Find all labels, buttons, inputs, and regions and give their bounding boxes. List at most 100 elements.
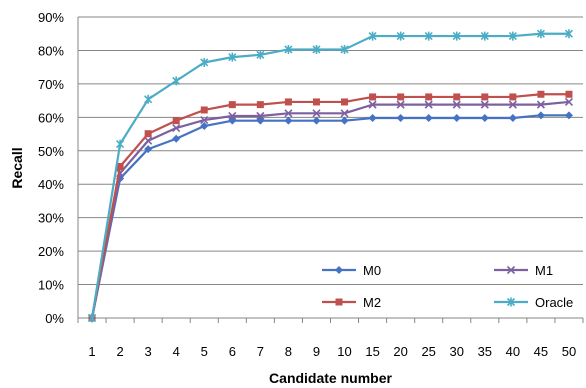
- legend-item-m1: M1: [494, 263, 553, 278]
- data-point: [424, 31, 433, 41]
- data-point: [312, 44, 321, 54]
- x-tick-label: 6: [229, 344, 236, 359]
- data-point: [228, 111, 237, 121]
- x-tick-label: 30: [450, 344, 464, 359]
- data-point: [172, 123, 181, 133]
- y-tick-label: 50%: [38, 144, 64, 159]
- data-point: [200, 57, 209, 67]
- data-point: [228, 52, 237, 62]
- data-point: [284, 44, 293, 54]
- data-point: [368, 100, 377, 109]
- series-m1: [87, 97, 574, 323]
- data-point: [424, 114, 433, 123]
- y-tick-label: 80%: [38, 43, 64, 58]
- grid-lines: [78, 16, 583, 286]
- data-point: [144, 94, 153, 104]
- data-point: [396, 100, 405, 109]
- x-tick-label: 40: [506, 344, 520, 359]
- data-point: [537, 90, 545, 98]
- data-point: [341, 98, 349, 106]
- legend-item-m2: M2: [322, 295, 381, 310]
- x-tick-label: 10: [337, 344, 351, 359]
- data-point: [396, 114, 405, 123]
- legend-label: M2: [363, 295, 381, 310]
- x-tick-label: 15: [365, 344, 379, 359]
- legend-label: M1: [535, 263, 553, 278]
- data-point: [564, 97, 574, 107]
- y-tick-label: 20%: [38, 244, 64, 259]
- x-tick-label: 5: [201, 344, 208, 359]
- data-point: [508, 114, 517, 123]
- data-point: [564, 111, 573, 120]
- x-tick-label: 9: [313, 344, 320, 359]
- y-tick-label: 60%: [38, 110, 64, 125]
- legend-item-m0: M0: [322, 263, 381, 278]
- series-m2: [88, 90, 573, 322]
- y-tick-label: 0%: [45, 311, 64, 326]
- data-point: [284, 98, 292, 106]
- data-point: [508, 31, 517, 41]
- data-point: [506, 265, 516, 275]
- data-point: [256, 50, 265, 60]
- x-tick-label: 50: [562, 344, 576, 359]
- data-point: [256, 111, 265, 121]
- data-point: [396, 31, 405, 41]
- legend-label: M0: [363, 263, 381, 278]
- x-tick-label: 45: [534, 344, 548, 359]
- data-point: [565, 90, 573, 98]
- data-point: [452, 100, 461, 109]
- x-tick-label: 7: [257, 344, 264, 359]
- y-tick-label: 40%: [38, 177, 64, 192]
- data-point: [509, 93, 517, 101]
- data-point: [312, 116, 321, 125]
- x-tick-label: 2: [116, 344, 123, 359]
- x-axis-title: Candidate number: [269, 370, 392, 386]
- x-tick-label: 4: [173, 344, 180, 359]
- y-tick-label: 30%: [38, 211, 64, 226]
- y-axis-tick-labels: 0% 10% 20% 30% 40% 50% 60% 70% 80% 90%: [38, 10, 64, 326]
- data-point: [116, 139, 125, 149]
- x-tick-label: 3: [145, 344, 152, 359]
- series-line: [90, 100, 570, 319]
- data-point: [452, 114, 461, 123]
- series-line: [90, 93, 569, 319]
- data-point: [116, 162, 124, 170]
- data-point: [480, 100, 489, 109]
- y-axis-title: Recall: [9, 147, 25, 188]
- data-point: [480, 31, 489, 41]
- data-point: [256, 101, 264, 109]
- x-axis-tick-labels: 1 2 3 4 5 6 7 8 9 10 15 20 25 30 35 40 45 50: [88, 344, 576, 359]
- data-point: [87, 313, 97, 323]
- data-point: [172, 134, 181, 143]
- x-tick-label: 20: [393, 344, 407, 359]
- data-point: [452, 31, 461, 41]
- data-point: [200, 122, 209, 131]
- data-point: [340, 109, 349, 118]
- data-point: [369, 93, 377, 101]
- x-tick-label: 1: [88, 344, 95, 359]
- data-point: [284, 116, 293, 125]
- y-tick-label: 10%: [38, 278, 64, 293]
- data-point: [397, 93, 405, 101]
- x-tick-label: 8: [285, 344, 292, 359]
- legend-label: Oracle: [535, 295, 573, 310]
- data-point: [536, 111, 545, 120]
- series-lines: [87, 29, 574, 323]
- data-point: [335, 266, 343, 274]
- data-point: [506, 297, 516, 307]
- data-point: [564, 29, 574, 39]
- data-point: [425, 93, 433, 101]
- data-point: [481, 93, 489, 101]
- data-point: [144, 136, 153, 145]
- data-point: [536, 100, 545, 109]
- data-point: [368, 114, 377, 123]
- y-tick-label: 70%: [38, 77, 64, 92]
- data-point: [536, 29, 545, 39]
- data-point: [340, 116, 349, 125]
- data-point: [312, 109, 321, 118]
- data-point: [480, 114, 489, 123]
- data-point: [284, 109, 293, 118]
- axes: [77, 17, 584, 323]
- data-point: [453, 93, 461, 101]
